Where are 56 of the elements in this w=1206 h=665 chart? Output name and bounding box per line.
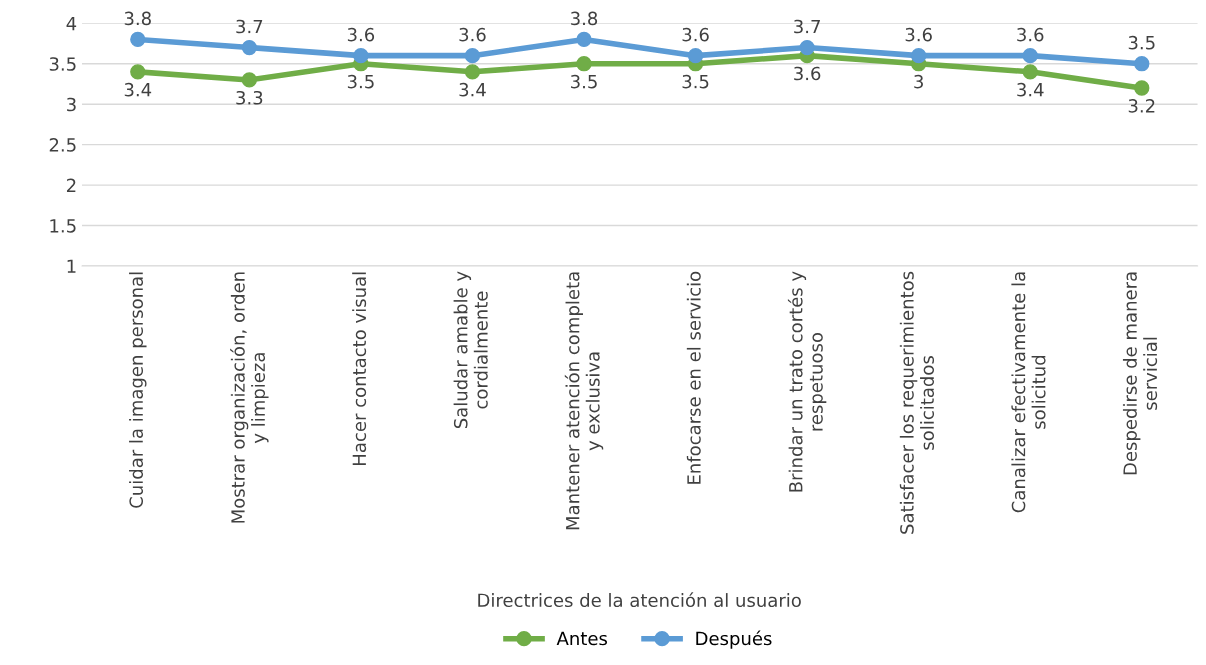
legend-label: Después	[696, 630, 772, 649]
y-tick-label: 1.5	[50, 219, 76, 233]
x-tick-label: Despedirse de manera servicial	[1122, 272, 1158, 475]
y-tick-label: 3.5	[49, 57, 76, 71]
data-label: 3	[914, 74, 923, 89]
y-tick-label: 1	[67, 259, 76, 273]
y-tick-label: 4	[66, 16, 77, 31]
point	[130, 64, 146, 80]
point	[353, 47, 369, 64]
x-tick-label: Cuidar la imagen personal	[129, 272, 147, 508]
point	[241, 72, 257, 88]
point	[1022, 64, 1038, 80]
data-label: 3.5	[347, 74, 374, 89]
data-label: 3.5	[1128, 35, 1155, 50]
x-tick-label: Satisfacer los requerimientos solicitados	[899, 271, 935, 534]
data-label: 3.5	[571, 74, 597, 89]
y-tick-label: 3	[67, 97, 76, 112]
x-tick-label: Canalizar efectivamente la solicitud	[1011, 272, 1046, 513]
point	[241, 39, 257, 56]
legend-label: Antes	[556, 631, 608, 646]
x-tick-label: Hacer contacto visual	[352, 272, 367, 465]
data-label: 3.6	[347, 27, 375, 42]
point	[911, 47, 927, 64]
x-tick-label: Brindar un trato cortés y respetuoso	[787, 271, 827, 492]
data-label: 3.5	[682, 74, 709, 89]
data-label: 3.7	[794, 19, 820, 34]
data-label: 3.4	[124, 82, 152, 97]
point	[464, 64, 481, 80]
point	[799, 39, 815, 56]
point	[576, 56, 592, 72]
data-label: 3.2	[1128, 99, 1155, 113]
data-label: 3.4	[459, 82, 486, 97]
point	[576, 31, 592, 48]
x-tick-label: Mostrar organización, orden y limpieza	[230, 272, 269, 523]
data-label: 3.4	[1017, 82, 1044, 97]
x-axis-title: Directrices de la atención al usuario	[478, 592, 801, 608]
point	[1134, 56, 1150, 72]
point	[1134, 80, 1150, 96]
point	[464, 47, 481, 64]
x-tick-label: Mantener atención completa y exclusiva	[564, 272, 604, 530]
data-label: 3.6	[682, 27, 709, 42]
x-tick-label: Saludar amable y cordialmente	[453, 271, 488, 429]
data-label: 3.8	[571, 11, 598, 26]
data-label: 3.6	[1017, 27, 1044, 42]
data-label: 3.6	[459, 27, 486, 42]
point	[687, 47, 704, 64]
point	[1022, 47, 1038, 64]
y-tick-label: 2.5	[49, 138, 76, 152]
data-label: 3.6	[905, 27, 932, 42]
y-tick-label: 2	[66, 178, 76, 192]
data-label: 3.6	[794, 66, 821, 81]
data-label: 3.3	[236, 90, 263, 105]
x-tick-label: Enfocarse en el servicio	[686, 271, 701, 484]
data-label: 3.8	[124, 11, 151, 26]
data-label: 3.7	[236, 19, 263, 34]
point	[130, 31, 146, 48]
